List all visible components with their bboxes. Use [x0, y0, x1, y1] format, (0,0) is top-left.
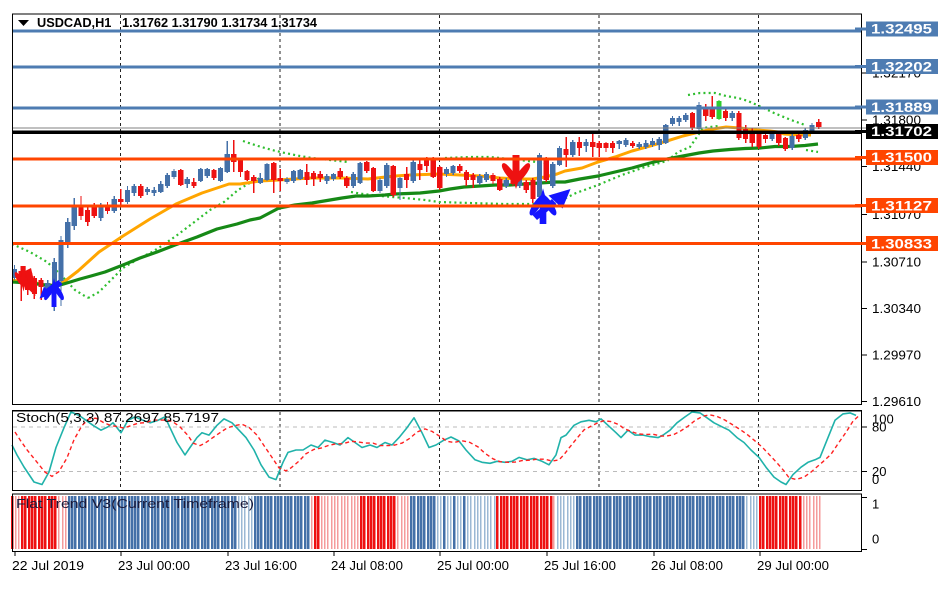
svg-text:100: 100 — [872, 412, 894, 427]
svg-text:23 Jul 00:00: 23 Jul 00:00 — [118, 558, 190, 573]
svg-text:1: 1 — [872, 497, 879, 512]
svg-text:20: 20 — [872, 464, 886, 479]
svg-text:23 Jul 16:00: 23 Jul 16:00 — [225, 558, 297, 573]
svg-text:1.29610: 1.29610 — [872, 394, 921, 409]
svg-text:80: 80 — [872, 420, 886, 435]
svg-text:1.31702: 1.31702 — [871, 123, 932, 139]
svg-text:1.32495: 1.32495 — [871, 21, 932, 37]
svg-text:1.30833: 1.30833 — [871, 235, 932, 251]
svg-text:1.29970: 1.29970 — [872, 348, 921, 363]
svg-text:0: 0 — [872, 472, 879, 487]
svg-text:22 Jul 2019: 22 Jul 2019 — [12, 558, 84, 573]
svg-text:29 Jul 00:00: 29 Jul 00:00 — [757, 558, 829, 573]
svg-text:1.31500: 1.31500 — [871, 149, 932, 165]
svg-text:1.31889: 1.31889 — [871, 99, 932, 115]
svg-text:25 Jul 00:00: 25 Jul 00:00 — [437, 558, 509, 573]
svg-text:1.30340: 1.30340 — [872, 301, 921, 316]
svg-text:25 Jul 16:00: 25 Jul 16:00 — [544, 558, 616, 573]
svg-text:0: 0 — [872, 532, 879, 547]
svg-text:1.31800: 1.31800 — [872, 113, 921, 128]
svg-text:USDCAD,H1 1.31762 1.31790 1.: USDCAD,H1 1.31762 1.31790 1.31734 1.3173… — [37, 15, 318, 30]
svg-text:1.30710: 1.30710 — [872, 255, 921, 270]
svg-text:Flat Trend V3(Current Timefram: Flat Trend V3(Current Timeframe) — [16, 496, 254, 511]
svg-text:1.31127: 1.31127 — [871, 197, 932, 213]
svg-text:1.32202: 1.32202 — [871, 59, 932, 75]
svg-text:26 Jul 08:00: 26 Jul 08:00 — [651, 558, 723, 573]
svg-text:24 Jul 08:00: 24 Jul 08:00 — [331, 558, 403, 573]
svg-text:Stoch(5,3,3) 87.2697 85.7197: Stoch(5,3,3) 87.2697 85.7197 — [16, 410, 219, 425]
